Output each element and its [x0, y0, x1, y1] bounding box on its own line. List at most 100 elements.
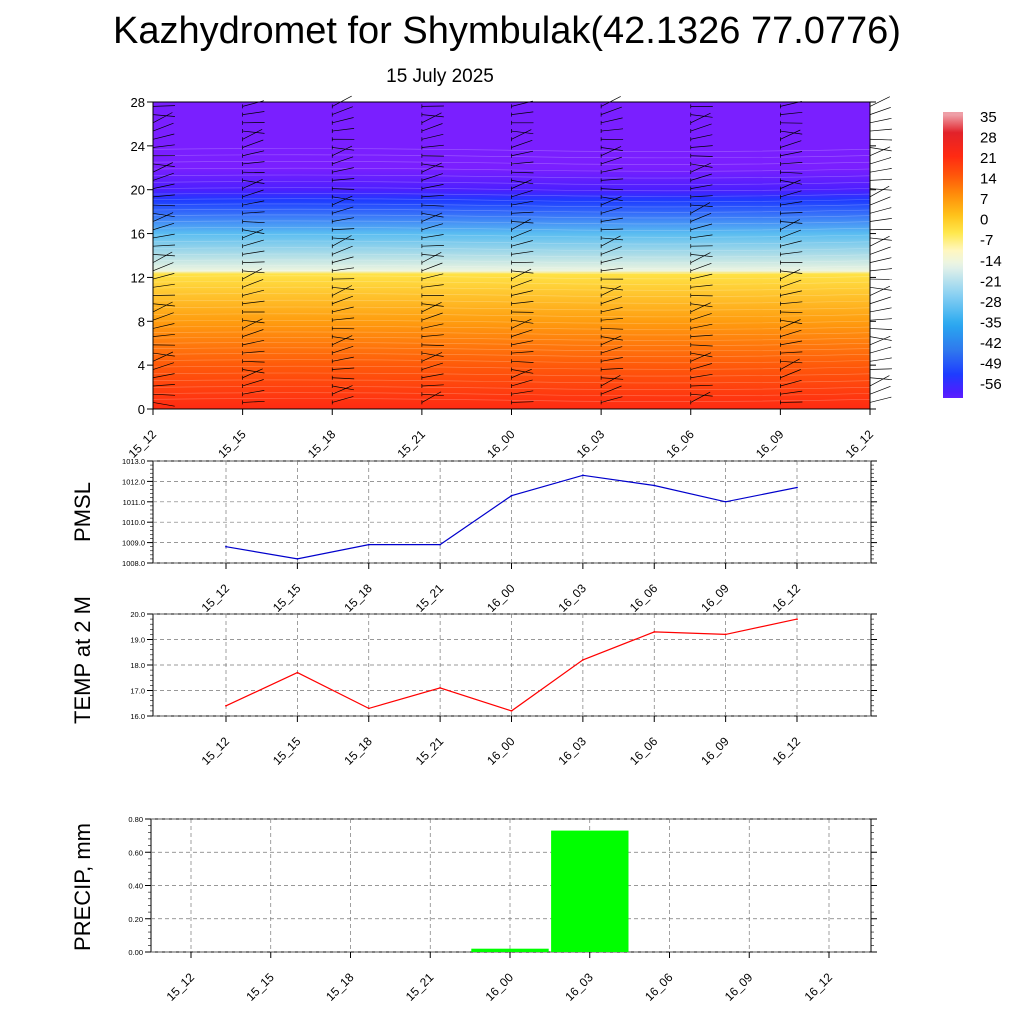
- wind-barb: [601, 286, 624, 291]
- colorbar-label: -21: [980, 273, 1002, 290]
- x-tick-label: 16_06: [627, 581, 661, 615]
- wind-barb: [421, 373, 444, 379]
- colorbar-fill: [943, 112, 963, 398]
- wind-barb: [780, 201, 803, 206]
- wind-barb: [332, 286, 355, 290]
- wind-barb: [421, 344, 444, 346]
- colorbar-label: 35: [980, 109, 997, 126]
- wind-barb: [601, 128, 624, 132]
- chart-date: 15 July 2025: [386, 66, 494, 87]
- wind-barb: [601, 377, 624, 380]
- wind-barb: [780, 270, 803, 274]
- temperature-contour: [152, 386, 871, 390]
- wind-barb: [690, 352, 712, 362]
- wind-barb: [690, 262, 712, 272]
- temperature-contour: [152, 306, 871, 311]
- wind-barb: [690, 313, 712, 321]
- wind-barb: [242, 400, 265, 403]
- wind-barb: [869, 146, 891, 157]
- wind-barb: [242, 139, 264, 148]
- wind-barb: [690, 114, 713, 118]
- colorbar-label: -7: [980, 232, 993, 249]
- wind-barb: [152, 133, 175, 140]
- wind-barb: [242, 229, 265, 234]
- wind-barb: [601, 368, 624, 370]
- y-tick-label: 0.40: [128, 882, 143, 891]
- x-tick-label: 16_09: [698, 581, 732, 615]
- wind-barb: [690, 391, 711, 403]
- x-tick-label: 16_09: [753, 427, 787, 461]
- wind-barb: [869, 218, 892, 222]
- wind-barb: [601, 256, 623, 263]
- wind-barb: [511, 318, 532, 329]
- wind-barb: [152, 233, 175, 239]
- wind-barb: [601, 188, 624, 191]
- wind-barb: [152, 172, 174, 181]
- wind-barb: [869, 147, 892, 152]
- wind-barb: [511, 270, 534, 274]
- wind-barb: [152, 323, 175, 329]
- wind-barb: [332, 385, 353, 395]
- wind-barb: [242, 350, 265, 354]
- wind-barb: [601, 178, 624, 181]
- data-point: [582, 474, 584, 477]
- wind-barb: [690, 302, 711, 313]
- wind-barb: [780, 279, 802, 288]
- wind-barb: [601, 217, 623, 222]
- wind-barb: [421, 163, 444, 168]
- colorbar-label: -28: [980, 294, 1002, 311]
- temperature-contour: [152, 174, 871, 179]
- wind-barb: [421, 391, 442, 403]
- wind-barb: [242, 261, 265, 263]
- data-point: [367, 543, 370, 546]
- temperature-contour: [152, 181, 871, 185]
- wind-barb: [242, 211, 265, 214]
- temperature-contour: [152, 154, 871, 159]
- wind-barb: [780, 379, 802, 387]
- wind-barb: [421, 352, 444, 357]
- wind-barb: [869, 257, 892, 263]
- wind-barb: [869, 117, 892, 124]
- wind-barb: [780, 369, 801, 379]
- wind-barb: [511, 369, 534, 374]
- wind-barb: [421, 212, 444, 218]
- y-tick-label: 8: [138, 314, 145, 329]
- wind-barb: [152, 402, 175, 407]
- wind-barb: [421, 234, 444, 239]
- wind-barb: [780, 129, 801, 140]
- wind-barb: [511, 268, 532, 280]
- wind-barb: [152, 251, 173, 263]
- wind-barb: [780, 358, 800, 370]
- wind-barb: [780, 319, 801, 329]
- wind-barb: [601, 167, 623, 173]
- x-tick-label: 15_18: [341, 734, 375, 768]
- x-tick-label: 16_12: [802, 970, 836, 1004]
- wind-barb: [600, 374, 621, 387]
- wind-barb: [242, 289, 265, 296]
- wind-barb: [869, 207, 892, 214]
- y-tick-label: 1009.0: [122, 539, 145, 548]
- wind-barb: [511, 250, 534, 255]
- colorbar-label: 0: [980, 212, 988, 229]
- wind-barb: [242, 319, 265, 324]
- wind-barb: [601, 117, 623, 124]
- wind-barb: [152, 273, 175, 280]
- x-tick-label: 15_12: [126, 427, 160, 461]
- x-tick-label: 15_15: [270, 581, 304, 615]
- y-tick-label: 1013.0: [122, 457, 145, 466]
- precip-bar: [471, 948, 549, 952]
- wind-barb: [690, 393, 713, 397]
- wind-barb: [511, 190, 533, 198]
- wind-barb: [600, 235, 621, 247]
- x-tick-label: 15_21: [413, 581, 447, 615]
- data-point: [439, 543, 441, 546]
- wind-barb: [421, 194, 444, 198]
- precip-panel: 0.00 0.20 0.40 0.60 0.80 15_12 15_15 15_18 15_21…: [70, 815, 877, 1004]
- wind-barb: [869, 138, 893, 141]
- y-tick-label: 0.00: [128, 948, 143, 957]
- temperature-contour: [152, 167, 871, 172]
- temperature-contour: [152, 253, 871, 258]
- temperature-contour: [152, 220, 871, 225]
- wind-barb: [869, 157, 892, 165]
